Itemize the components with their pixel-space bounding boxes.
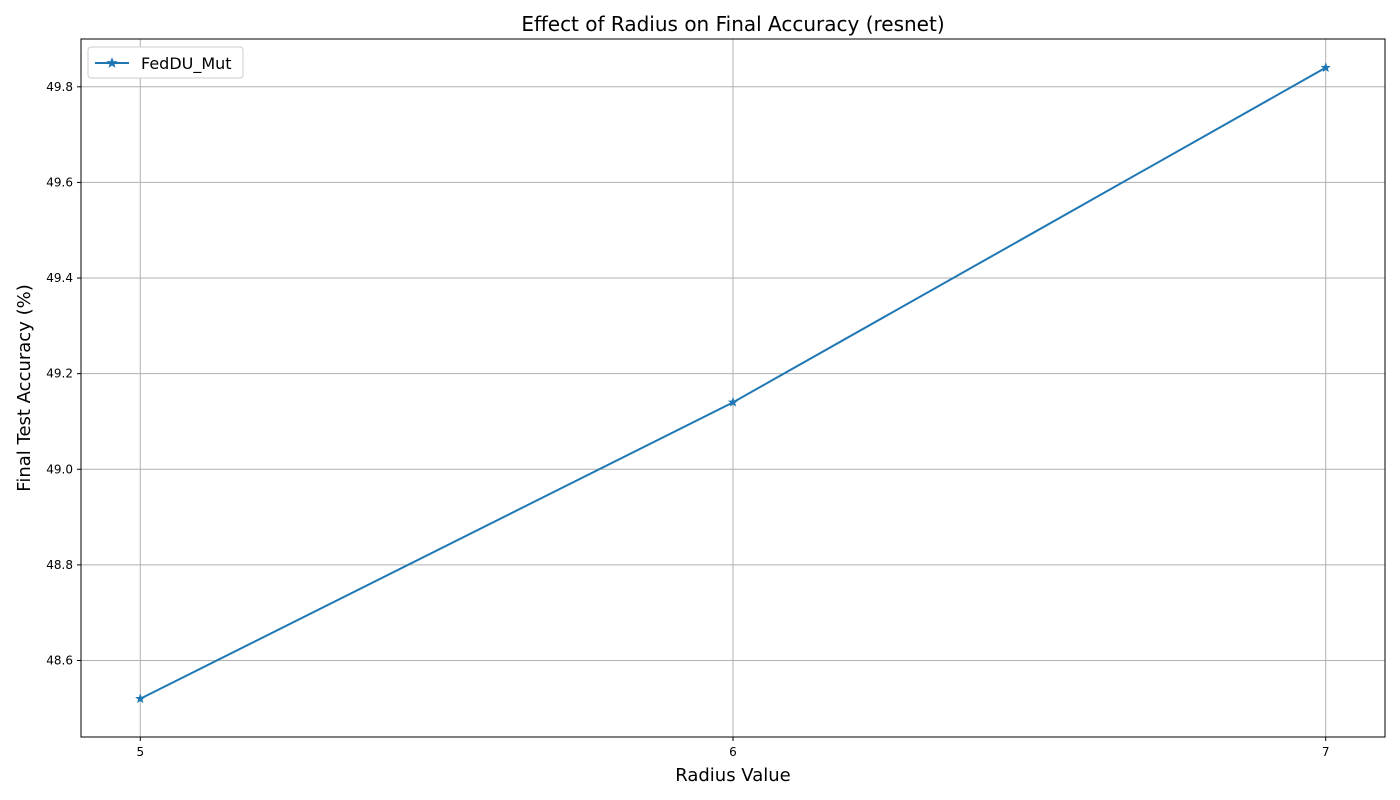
y-tick-label: 49.4	[46, 271, 73, 285]
legend-marker-star-icon	[106, 57, 118, 68]
legend-entry-label: FedDU_Mut	[141, 54, 232, 74]
data-point	[135, 693, 146, 704]
grid	[81, 39, 1385, 737]
x-tick-label: 6	[729, 745, 737, 759]
series-layer	[135, 62, 1331, 704]
x-tick-label: 5	[136, 745, 144, 759]
y-axis: 48.6 48.8 49.0 49.2 49.4 49.6 49.8	[46, 80, 81, 668]
y-tick-label: 49.6	[46, 175, 73, 189]
y-tick-label: 49.8	[46, 80, 73, 94]
y-axis-label: Final Test Accuracy (%)	[14, 284, 35, 491]
y-tick-label: 49.0	[46, 462, 73, 476]
legend-box	[87, 46, 244, 79]
x-axis-label: Radius Value	[675, 765, 791, 786]
x-axis: 5 6 7	[136, 737, 1330, 759]
legend: FedDU_Mut	[87, 46, 244, 79]
data-point	[727, 396, 739, 407]
y-tick-label: 49.2	[46, 367, 73, 381]
x-tick-label: 7	[1322, 745, 1330, 759]
chart-title: Effect of Radius on Final Accuracy (resn…	[521, 12, 944, 36]
y-tick-label: 48.8	[46, 558, 73, 572]
data-point	[1320, 62, 1331, 73]
y-tick-label: 48.6	[46, 654, 73, 668]
